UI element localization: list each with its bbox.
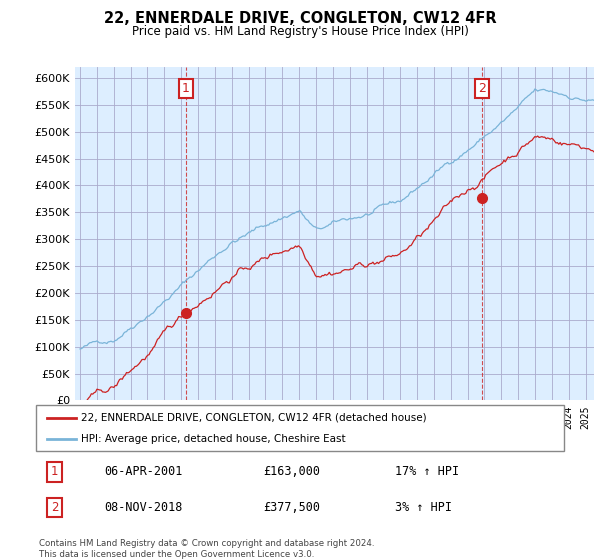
Text: Price paid vs. HM Land Registry's House Price Index (HPI): Price paid vs. HM Land Registry's House … xyxy=(131,25,469,38)
Text: 22, ENNERDALE DRIVE, CONGLETON, CW12 4FR (detached house): 22, ENNERDALE DRIVE, CONGLETON, CW12 4FR… xyxy=(81,413,427,423)
Text: 08-NOV-2018: 08-NOV-2018 xyxy=(104,501,183,514)
Text: 2: 2 xyxy=(478,82,486,95)
Text: 22, ENNERDALE DRIVE, CONGLETON, CW12 4FR: 22, ENNERDALE DRIVE, CONGLETON, CW12 4FR xyxy=(104,11,496,26)
Text: 1: 1 xyxy=(182,82,190,95)
Text: 3% ↑ HPI: 3% ↑ HPI xyxy=(395,501,452,514)
Text: 17% ↑ HPI: 17% ↑ HPI xyxy=(395,465,459,478)
Text: 06-APR-2001: 06-APR-2001 xyxy=(104,465,183,478)
Text: £377,500: £377,500 xyxy=(263,501,320,514)
Text: £163,000: £163,000 xyxy=(263,465,320,478)
Text: 1: 1 xyxy=(51,465,58,478)
Text: HPI: Average price, detached house, Cheshire East: HPI: Average price, detached house, Ches… xyxy=(81,435,346,444)
Text: Contains HM Land Registry data © Crown copyright and database right 2024.
This d: Contains HM Land Registry data © Crown c… xyxy=(39,539,374,559)
Text: 2: 2 xyxy=(51,501,58,514)
